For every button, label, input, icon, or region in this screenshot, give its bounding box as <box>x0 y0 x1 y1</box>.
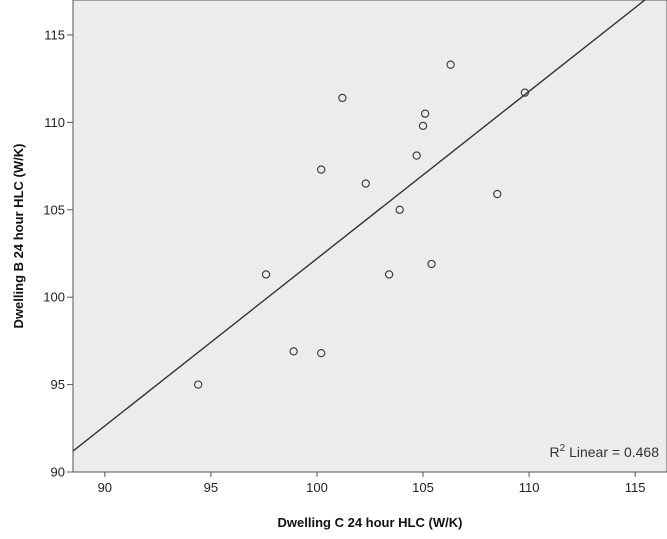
scatter-point <box>446 60 455 69</box>
scatter-point <box>412 151 421 160</box>
r-squared-prefix: R <box>550 444 560 460</box>
scatter-point <box>361 179 370 188</box>
scatter-point <box>427 259 436 269</box>
r-squared-superscript: 2 <box>560 443 566 454</box>
y-tick-label: 100 <box>43 290 65 305</box>
x-tick-label: 95 <box>204 480 218 495</box>
x-tick-label: 110 <box>519 480 540 495</box>
y-tick-label: 90 <box>51 465 65 480</box>
x-tick-label: 100 <box>306 480 328 495</box>
y-axis-title: Dwelling B 24 hour HLC (W/K) <box>11 144 26 329</box>
x-tick-label: 90 <box>98 480 112 495</box>
x-tick-label: 115 <box>625 480 646 495</box>
scatter-point <box>261 270 271 279</box>
scatter-point <box>289 347 298 356</box>
scatter-point <box>317 165 326 174</box>
scatter-point <box>194 380 203 389</box>
y-tick-label: 105 <box>43 202 65 217</box>
x-tick-label: 105 <box>412 480 434 495</box>
scatter-point <box>317 348 326 358</box>
scatter-point <box>493 189 502 199</box>
scatter-point <box>384 270 394 279</box>
x-axis-title: Dwelling C 24 hour HLC (W/K) <box>278 515 463 530</box>
r-squared-annotation: R2 Linear = 0.468 <box>550 443 660 460</box>
y-tick-label: 95 <box>51 377 65 392</box>
scatter-point <box>421 109 430 118</box>
r-squared-suffix: Linear = 0.468 <box>565 444 659 460</box>
scatter-point <box>338 93 347 103</box>
y-tick-label: 115 <box>44 27 65 42</box>
scatter-point <box>520 88 530 97</box>
plot-area <box>72 0 667 473</box>
y-tick-label: 110 <box>44 115 65 130</box>
fit-line <box>72 0 646 452</box>
scatter-point <box>418 121 428 131</box>
scatter-point <box>395 205 404 214</box>
